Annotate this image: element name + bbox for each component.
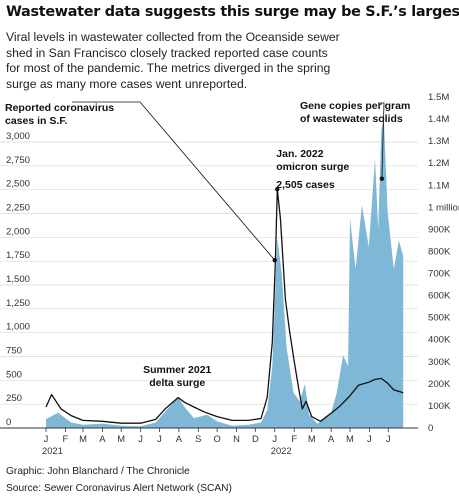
right-tick-label: 200K: [428, 379, 451, 390]
x-tick-label: M: [308, 433, 316, 444]
cases-line-layer: [45, 188, 404, 424]
x-tick-label: J: [157, 433, 162, 444]
wastewater-series-label: Gene copies per gram: [300, 100, 410, 112]
x-tick-label: M: [117, 433, 125, 444]
left-tick-label: 2,000: [6, 226, 30, 237]
x-tick-label: J: [272, 433, 277, 444]
x-tick-label: S: [195, 433, 201, 444]
left-tick-label: 750: [6, 346, 22, 357]
left-tick-label: 3,000: [6, 131, 30, 142]
wastewater-area: [46, 116, 404, 429]
right-tick-label: 100K: [428, 401, 451, 412]
x-tick-label: O: [213, 433, 220, 444]
x-year-label: 2022: [271, 445, 292, 456]
cases-line: [45, 188, 404, 424]
right-tick-label: 800K: [428, 246, 451, 257]
left-tick-label: 500: [6, 369, 22, 380]
x-tick-label: A: [176, 433, 183, 444]
right-tick-label: 1.3M: [428, 136, 449, 147]
graphic-credit: Graphic: John Blanchard / The Chronicle: [6, 466, 190, 477]
right-tick-label: 700K: [428, 269, 451, 280]
cases-series-label: cases in S.F.: [5, 115, 68, 127]
delta-surge-label: delta surge: [149, 377, 205, 389]
right-tick-label: 0: [428, 423, 433, 434]
omicron-surge-label: omicron surge: [276, 161, 349, 173]
wastewater-area-layer: [46, 116, 404, 429]
peak-cases-marker: [275, 186, 280, 192]
x-tick-label: F: [63, 433, 69, 444]
x-tick-label: N: [233, 433, 240, 444]
x-tick-label: F: [291, 433, 297, 444]
x-tick-label: M: [79, 433, 87, 444]
right-tick-label: 1 million: [428, 202, 459, 213]
delta-surge-label: Summer 2021: [143, 364, 211, 376]
right-tick-label: 400K: [428, 335, 451, 346]
source-credit: Source: Sewer Coronavirus Alert Network …: [6, 483, 232, 494]
x-tick-label: J: [367, 433, 372, 444]
cases-leader-marker: [272, 258, 277, 263]
left-tick-label: 0: [6, 417, 11, 428]
x-tick-label: J: [138, 433, 143, 444]
right-tick-label: 600K: [428, 291, 451, 302]
right-tick-label: 1.1M: [428, 180, 449, 191]
right-tick-label: 900K: [428, 224, 451, 235]
left-tick-label: 1,750: [6, 250, 30, 261]
right-tick-label: 300K: [428, 357, 451, 368]
left-tick-label: 1,000: [6, 322, 30, 333]
x-tick-label: A: [99, 433, 106, 444]
x-tick-label: D: [252, 433, 259, 444]
x-year-label: 2021: [42, 445, 63, 456]
chart-subtitle: Viral levels in wastewater collected fro…: [6, 30, 340, 91]
right-tick-label: 1.5M: [428, 92, 449, 103]
chart-title: Wastewater data suggests this surge may …: [6, 4, 459, 20]
left-tick-label: 250: [6, 393, 22, 404]
wastewater-leader-marker: [379, 176, 385, 181]
right-tick-label: 1.2M: [428, 158, 449, 169]
left-tick-label: 1,500: [6, 274, 30, 285]
wastewater-series-label: of wastewater solids: [300, 113, 403, 125]
x-tick-label: J: [44, 433, 49, 444]
x-tick-label: J: [386, 433, 391, 444]
x-tick-label: M: [346, 433, 354, 444]
cases-series-label: Reported coronavirus: [5, 102, 114, 114]
left-tick-label: 2,750: [6, 155, 30, 166]
right-tick-label: 500K: [428, 313, 451, 324]
left-tick-label: 2,500: [6, 179, 30, 190]
wastewater-leader-line: [378, 102, 385, 179]
left-tick-label: 1,250: [6, 298, 30, 309]
right-tick-label: 1.4M: [428, 114, 449, 125]
omicron-surge-label: Jan. 2022: [276, 148, 323, 160]
axes: 3,000 2,750 2,500 2,250 2,000 1,750 1,500 1,250…: [0, 92, 459, 456]
cases-leader-line: [72, 101, 276, 261]
peak-cases-label: 2,505 cases: [276, 179, 335, 191]
left-tick-label: 2,250: [6, 203, 30, 214]
x-tick-label: A: [328, 433, 335, 444]
